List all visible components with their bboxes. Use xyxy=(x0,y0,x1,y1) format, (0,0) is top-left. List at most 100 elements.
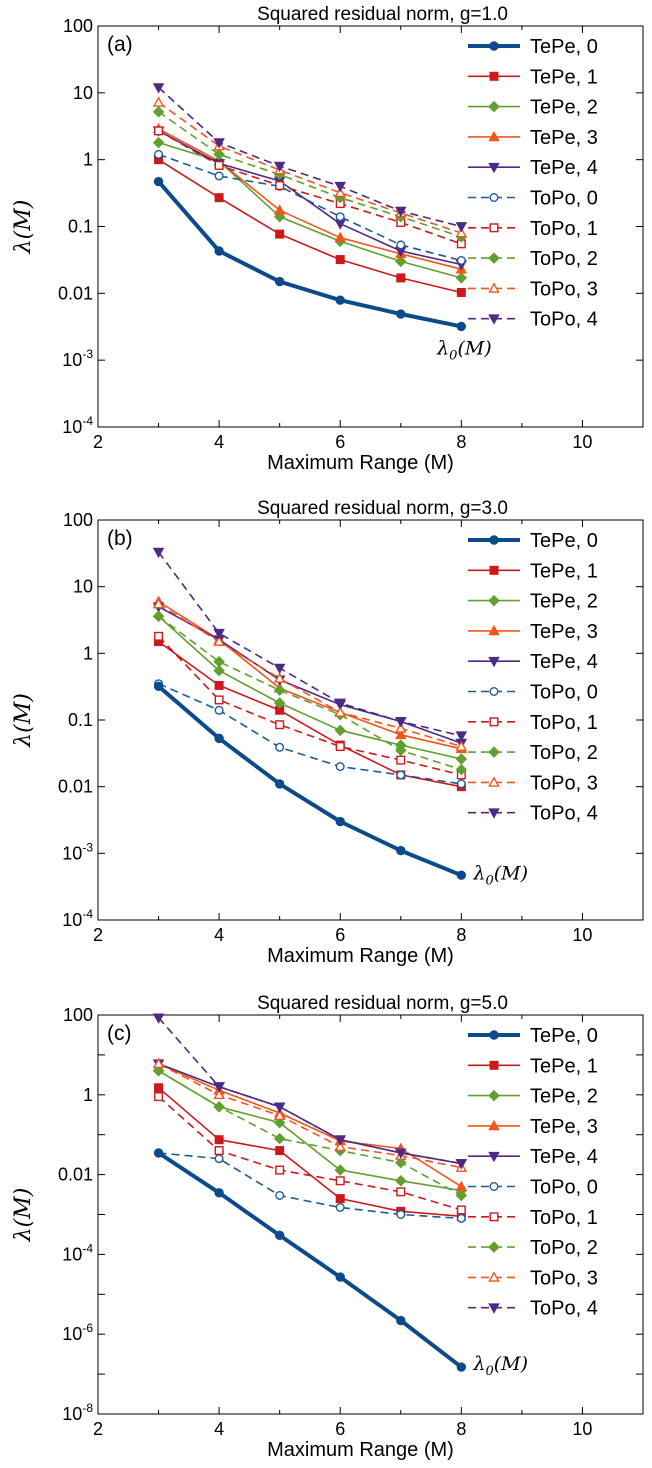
data-point xyxy=(456,287,466,297)
data-point xyxy=(214,1154,224,1164)
legend-item: TePe, 2 xyxy=(468,97,598,119)
legend-marker xyxy=(488,1241,500,1253)
data-point xyxy=(396,273,406,283)
legend-item: ToPo, 1 xyxy=(468,712,598,734)
series-line xyxy=(158,111,462,238)
y-tick-label: 0.01 xyxy=(58,283,93,303)
x-axis: 2 4 6 8 10 xyxy=(93,26,644,452)
series-tepe-4 xyxy=(152,602,468,750)
lambda0-annotation: λ0(M) xyxy=(436,337,492,363)
y-axis-label: λ(M) xyxy=(11,200,36,255)
legend-label: ToPo, 2 xyxy=(530,742,598,764)
data-point xyxy=(334,186,346,198)
panel-label: (c) xyxy=(107,1022,132,1045)
chart-title: Squared residual norm, g=5.0 xyxy=(257,993,508,1014)
data-point xyxy=(335,742,345,752)
y-axis-label: λ(M) xyxy=(11,693,36,748)
data-point xyxy=(396,309,406,319)
series-line xyxy=(158,1063,462,1188)
data-point xyxy=(213,148,225,161)
data-point xyxy=(396,1315,406,1326)
data-point xyxy=(456,779,466,789)
data-point xyxy=(456,321,467,332)
legend-item: TePe, 3 xyxy=(468,1116,598,1138)
data-point xyxy=(274,276,285,287)
data-point xyxy=(273,697,286,709)
data-point xyxy=(154,149,164,159)
series-group xyxy=(152,547,468,880)
data-point xyxy=(455,753,468,765)
series-tepe-1 xyxy=(154,155,466,297)
y-tick-label: 10-3 xyxy=(62,840,93,863)
data-point xyxy=(213,655,225,668)
data-point xyxy=(153,176,164,187)
legend-label: TePe, 4 xyxy=(530,651,598,673)
lambda0-annotation: λ0(M) xyxy=(472,862,528,888)
y-tick-label: 10-8 xyxy=(62,1401,93,1424)
data-point xyxy=(273,1109,286,1121)
y-tick-label: 1 xyxy=(83,150,93,170)
data-point xyxy=(396,240,406,250)
chart-panel: Squared residual norm, g=1.02 4 6 8 10100101… xyxy=(11,4,644,474)
legend-marker xyxy=(489,192,499,202)
series-line xyxy=(158,1070,462,1197)
x-axis-label: Maximum Range (M) xyxy=(267,945,454,967)
x-tick-label: 4 xyxy=(214,1419,224,1439)
x-tick-label: 2 xyxy=(93,925,103,945)
panel-label: (a) xyxy=(107,33,133,56)
data-point xyxy=(273,1132,286,1145)
legend-marker xyxy=(489,717,499,727)
series-tepe-4 xyxy=(152,126,468,271)
legend-item: ToPo, 0 xyxy=(468,188,598,210)
x-tick-label: 6 xyxy=(335,432,345,452)
x-tick-label: 8 xyxy=(456,432,466,452)
data-point xyxy=(154,631,164,641)
legend-item: ToPo, 1 xyxy=(468,1207,598,1229)
data-point xyxy=(275,742,285,752)
legend-marker xyxy=(489,1030,499,1040)
legend-marker xyxy=(488,162,500,174)
x-tick-label: 6 xyxy=(335,1419,345,1439)
legend-item: TePe, 4 xyxy=(468,651,598,673)
data-point xyxy=(214,193,224,203)
data-point xyxy=(153,681,164,692)
x-tick-label: 4 xyxy=(214,432,224,452)
data-point xyxy=(455,1159,468,1170)
data-point xyxy=(152,1057,165,1069)
legend-label: ToPo, 0 xyxy=(530,188,598,210)
legend-item: TePe, 0 xyxy=(468,36,598,58)
legend-marker xyxy=(489,223,499,233)
series-tepe-3 xyxy=(152,122,468,274)
legend-marker xyxy=(488,808,500,819)
x-axis: 2 4 6 8 10 xyxy=(93,1015,644,1439)
legend-marker xyxy=(488,100,500,113)
legend-marker xyxy=(489,1212,499,1222)
data-point xyxy=(213,635,225,646)
data-point xyxy=(395,744,407,757)
series-topo-3 xyxy=(152,1057,468,1172)
series-tepe-0 xyxy=(153,681,467,880)
data-point xyxy=(213,1088,225,1100)
series-line xyxy=(157,551,462,737)
legend-label: ToPo, 1 xyxy=(530,218,598,240)
data-point xyxy=(154,1092,164,1102)
legend-marker xyxy=(488,1119,500,1131)
x-tick-label: 10 xyxy=(572,1419,592,1439)
data-point xyxy=(152,547,165,559)
legend-item: TePe, 3 xyxy=(468,621,598,643)
panel-label: (b) xyxy=(107,527,133,550)
legend-label: TePe, 3 xyxy=(530,1116,598,1138)
series-line xyxy=(158,615,462,771)
data-point xyxy=(334,1164,346,1176)
data-point xyxy=(335,1202,345,1212)
data-point xyxy=(154,126,164,136)
data-point xyxy=(455,222,468,233)
y-tick-label: 100 xyxy=(63,1005,93,1025)
data-point xyxy=(152,610,165,622)
legend-marker xyxy=(489,565,499,575)
data-point xyxy=(395,728,407,740)
data-point xyxy=(275,229,285,239)
series-tepe-4 xyxy=(152,1059,468,1170)
legend-item: ToPo, 2 xyxy=(468,248,598,270)
data-point xyxy=(335,212,345,222)
